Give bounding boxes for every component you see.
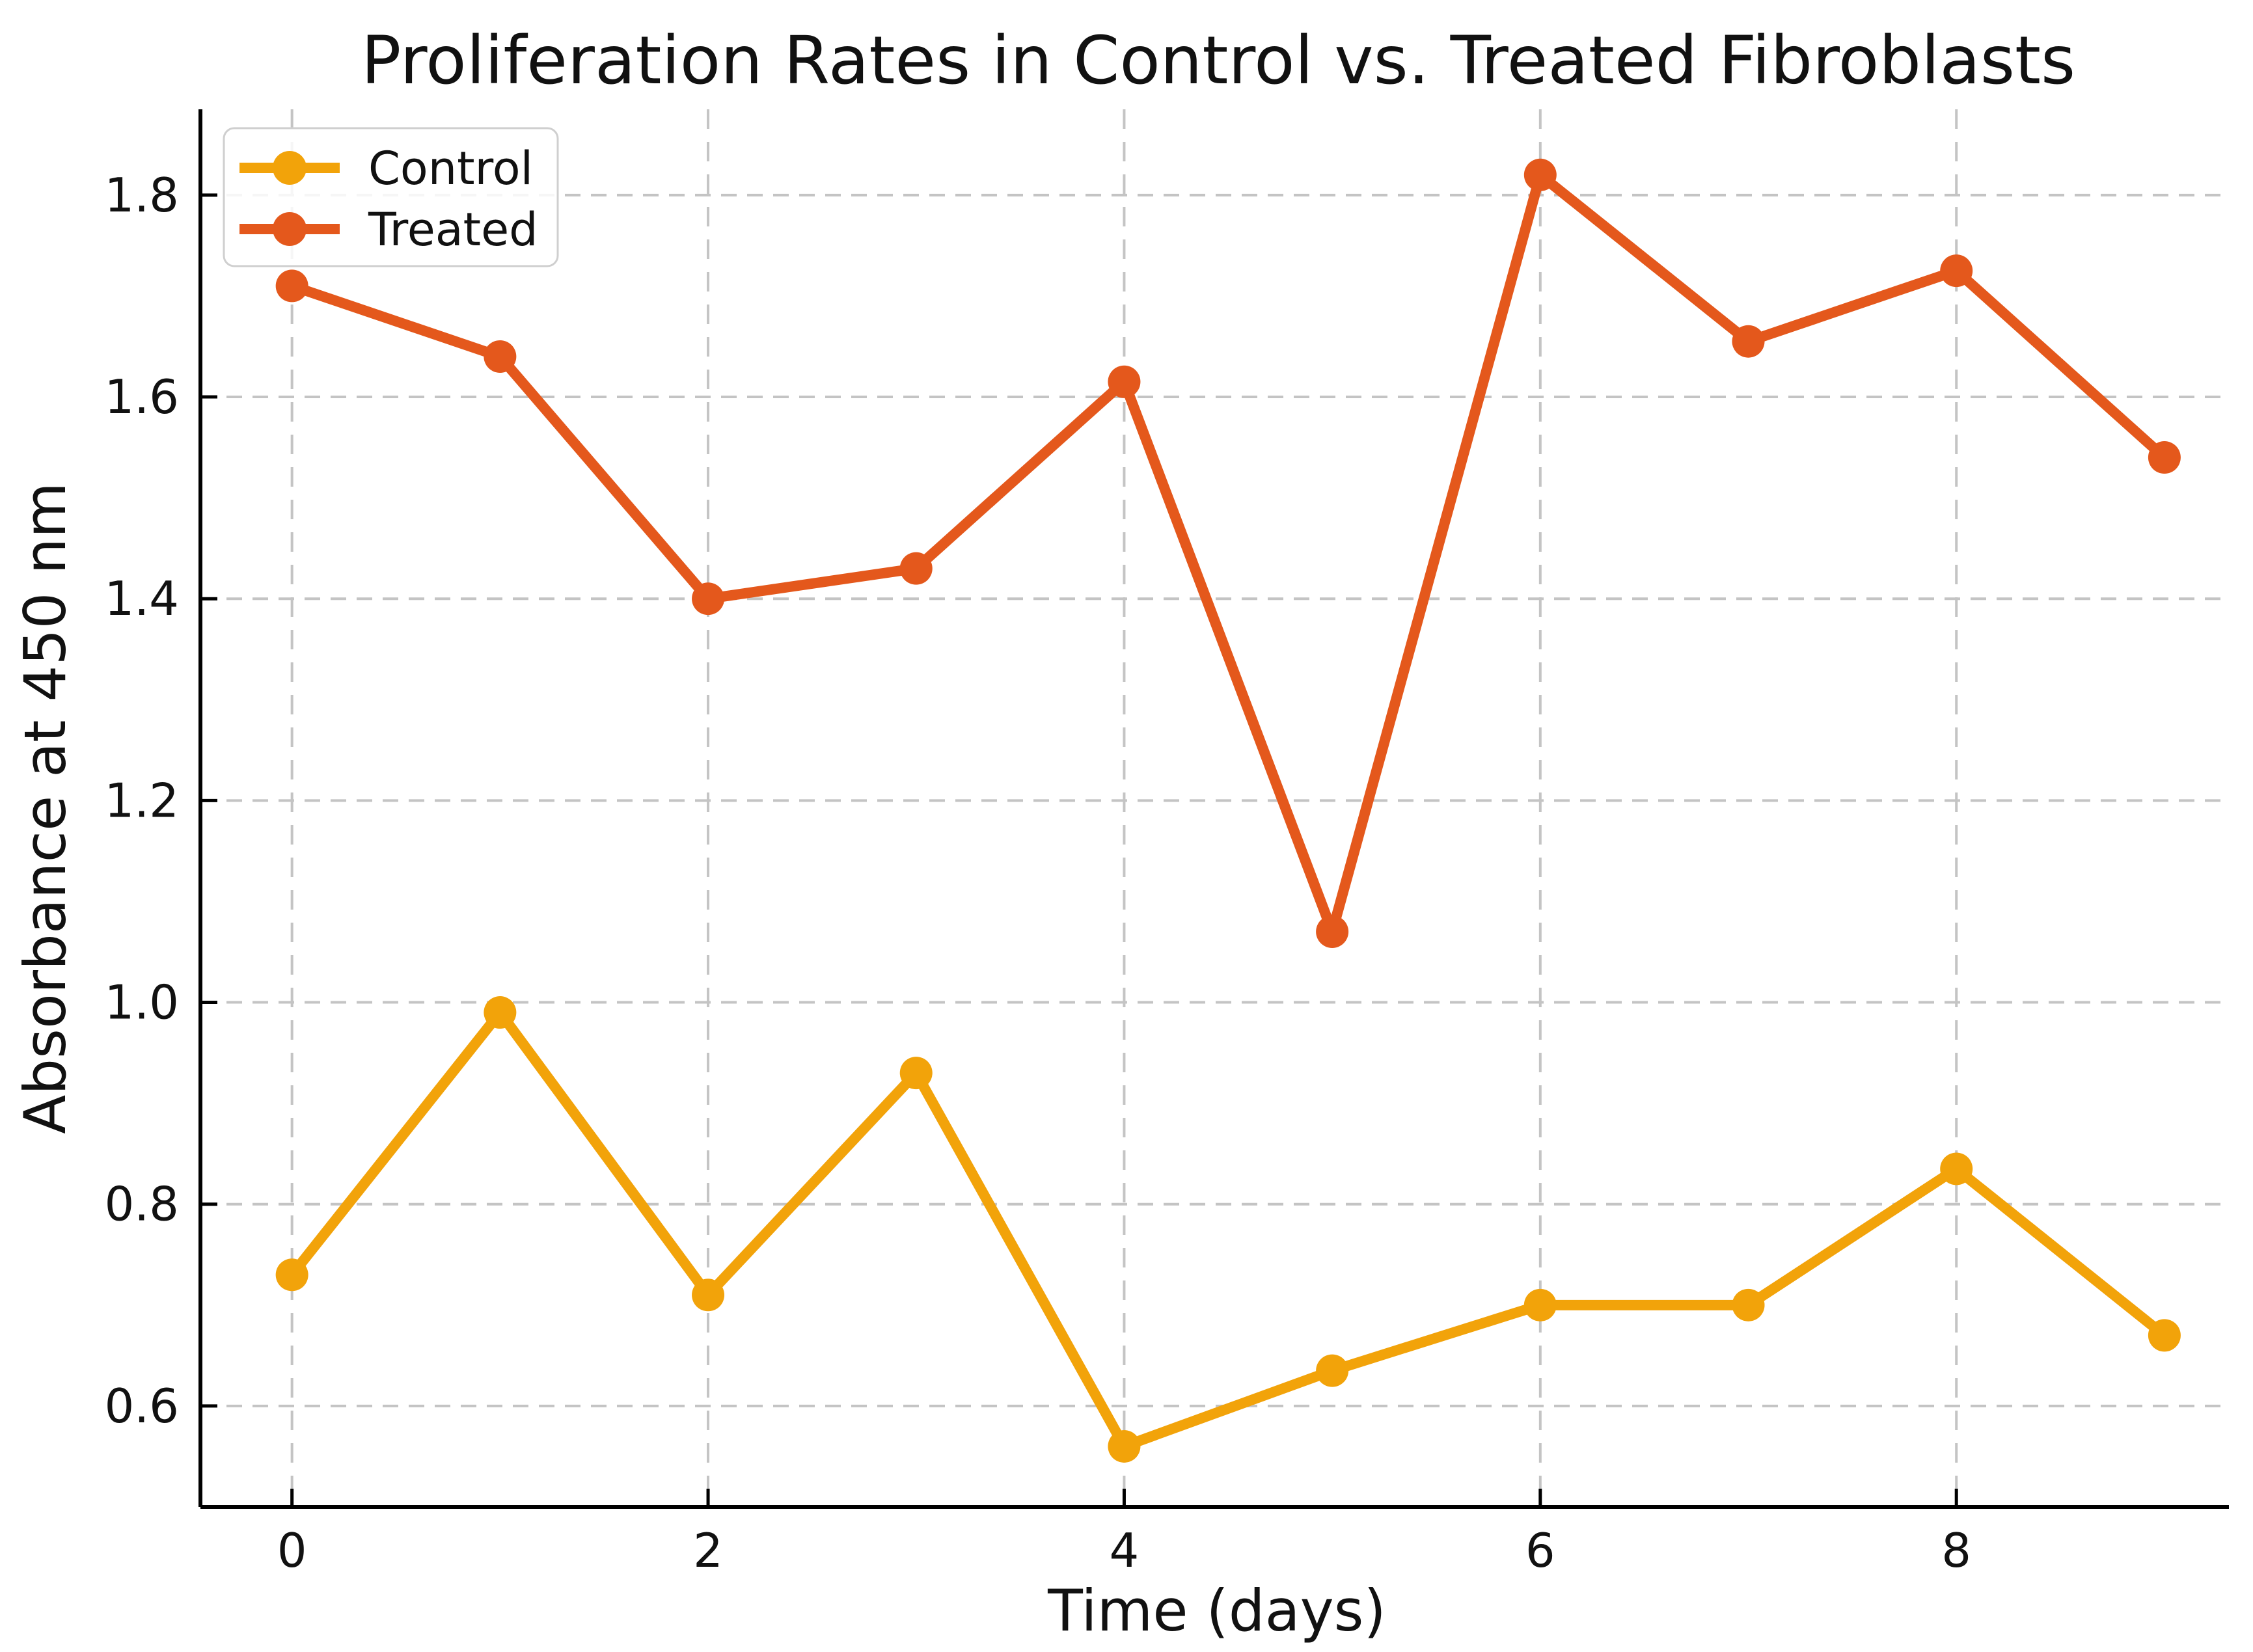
data-point-treated [484, 340, 517, 373]
y-tick-label: 1.4 [104, 571, 179, 626]
x-tick-label: 2 [693, 1523, 723, 1578]
series-line-treated [286, 169, 2170, 937]
data-point-control [484, 996, 517, 1029]
legend-sample-marker [273, 151, 307, 185]
data-point-control [275, 1258, 308, 1292]
data-point-control [1316, 1354, 1349, 1387]
y-tick-label: 1.8 [104, 168, 179, 223]
data-point-control [1732, 1288, 1765, 1321]
data-point-control [692, 1279, 725, 1312]
series-line-control [286, 1007, 2170, 1452]
x-axis-label: Time (days) [1047, 1577, 1386, 1644]
legend: Control Treated [223, 127, 559, 267]
data-point-treated [1732, 325, 1765, 358]
data-point-control [1940, 1152, 1973, 1185]
data-point-control [1523, 1288, 1557, 1321]
y-axis-label: Absorbance at 450 nm [12, 482, 79, 1134]
axes-layer: 0 2 4 6 8 0.6 0.8 1.0 1.2 1.4 1.6 1.8 [104, 109, 2229, 1578]
legend-label: Treated [368, 203, 538, 256]
data-point-treated [692, 582, 725, 616]
series-layer [275, 158, 2181, 1463]
x-tick-label: 6 [1525, 1523, 1555, 1578]
legend-label: Control [368, 142, 533, 195]
data-point-treated [1523, 158, 1557, 191]
data-point-control [1108, 1429, 1141, 1463]
x-tick-label: 0 [277, 1523, 307, 1578]
legend-sample-marker [273, 212, 307, 246]
data-point-treated [1316, 915, 1349, 948]
data-point-treated [275, 269, 308, 303]
x-tick-label: 4 [1110, 1523, 1140, 1578]
x-tick-label: 8 [1941, 1523, 1971, 1578]
data-point-treated [1108, 365, 1141, 398]
y-tick-label: 1.2 [104, 773, 179, 828]
data-point-treated [2148, 441, 2181, 474]
y-tick-label: 1.0 [104, 975, 179, 1030]
data-point-treated [1940, 254, 1973, 288]
data-point-control [899, 1057, 933, 1090]
data-point-treated [899, 552, 933, 585]
chart-title: Proliferation Rates in Control vs. Treat… [361, 22, 2075, 100]
data-point-control [2148, 1319, 2181, 1352]
y-tick-label: 0.8 [104, 1177, 179, 1232]
y-tick-label: 0.6 [104, 1379, 179, 1433]
grid-layer [200, 109, 2229, 1507]
y-tick-label: 1.6 [104, 370, 179, 424]
